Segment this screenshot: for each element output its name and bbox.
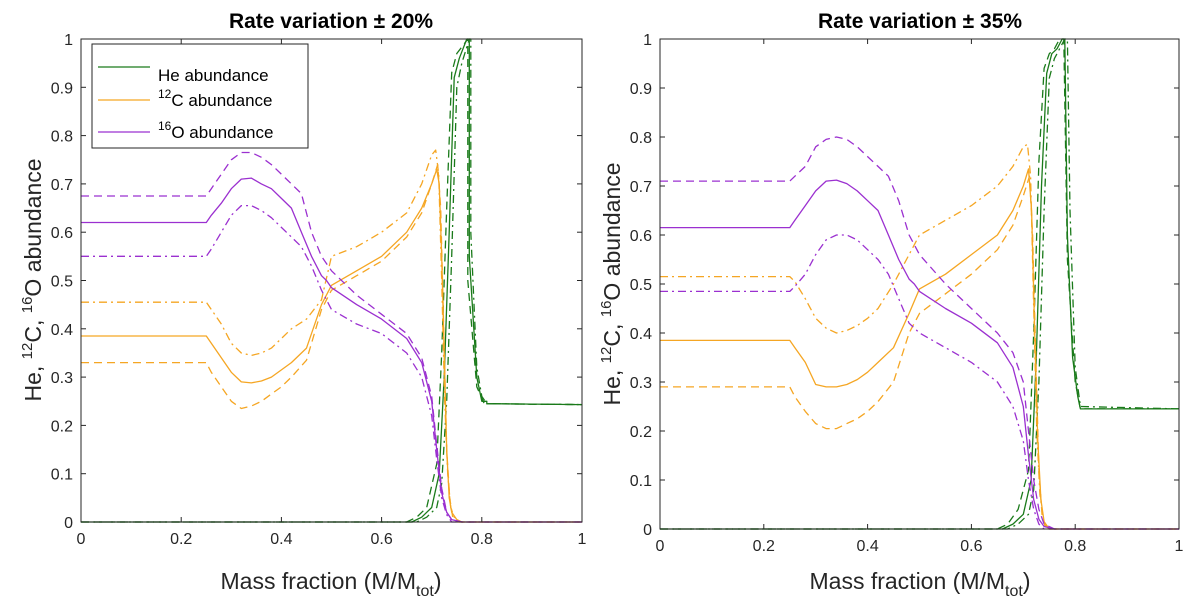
x-axis-label-base: Mass fraction (M/M [221, 568, 417, 594]
y-tick-label: 0.9 [51, 80, 73, 97]
chart-title: Rate variation ± 35% [818, 10, 1022, 33]
legend-label-c12: 12C abundance [158, 87, 273, 110]
series-line-2 [81, 38, 583, 523]
y-tick-label: 0.3 [630, 375, 652, 392]
y-tick-label: 0.6 [51, 225, 73, 242]
x-axis-ticks: 0 0.2 0.4 0.6 0.8 1 [77, 39, 587, 548]
y-axis-label-c: C, [599, 317, 625, 346]
series-line-1 [81, 38, 583, 523]
x-axis-label-close: ) [434, 568, 442, 594]
x-tick-label: 0 [77, 531, 86, 548]
legend-label-he: He abundance [158, 66, 269, 85]
series-line-1 [660, 38, 1179, 530]
y-tick-label: 0.5 [51, 274, 73, 291]
series-line-4 [81, 163, 582, 523]
y-tick-label: 0.4 [630, 326, 652, 343]
x-axis-label-close: ) [1023, 568, 1031, 594]
legend: He abundance 12C abundance 16O abundance [91, 43, 309, 149]
x-tick-label: 0.6 [370, 531, 392, 548]
series-layer [660, 38, 1180, 530]
y-tick-label: 0.6 [630, 228, 652, 245]
x-tick-label: 0.8 [1064, 538, 1086, 555]
y-tick-label: 0 [643, 522, 652, 539]
y-axis-ticks: 0 0.1 0.2 0.3 0.4 0.5 0.6 0.7 0.8 0.9 1 [630, 32, 1179, 539]
y-axis-label-he: He, [599, 363, 625, 405]
series-line-7 [81, 151, 582, 523]
y-tick-label: 0.8 [51, 129, 73, 146]
x-tick-label: 1 [578, 531, 587, 548]
x-axis-label: Mass fraction (M/Mtot) [810, 568, 1031, 600]
y-tick-label: 0.5 [630, 277, 652, 294]
x-axis-ticks: 0 0.2 0.4 0.6 0.8 1 [656, 39, 1184, 555]
x-tick-label: 0 [656, 538, 665, 555]
series-line-5 [660, 143, 1179, 530]
y-tick-label: 1 [643, 32, 652, 49]
y-tick-label: 0 [64, 515, 73, 532]
series-line-5 [81, 149, 582, 523]
y-axis-ticks: 0 0.1 0.2 0.3 0.4 0.5 0.6 0.7 0.8 0.9 1 [51, 32, 582, 532]
y-tick-label: 0.4 [51, 322, 73, 339]
y-axis-label-o: O abundance [20, 158, 46, 296]
series-line-3 [81, 168, 582, 523]
y-axis-label-sup-12: 12 [598, 347, 615, 364]
x-axis-label: Mass fraction (M/Mtot) [221, 568, 442, 600]
chart-title: Rate variation ± 20% [229, 10, 433, 33]
chart-panel-right: Rate variation ± 35% 0 0.2 0.4 0.6 0.8 1 0 0.1… [598, 10, 1184, 600]
x-tick-label: 0.2 [753, 538, 775, 555]
series-line-4 [660, 175, 1179, 530]
x-axis-label-sub: tot [416, 583, 434, 600]
y-axis-label-sup-16: 16 [598, 301, 615, 318]
y-axis-label-o: O abundance [599, 162, 625, 300]
x-tick-label: 1 [1175, 538, 1184, 555]
x-tick-label: 0.4 [856, 538, 878, 555]
x-tick-label: 0.8 [471, 531, 493, 548]
series-layer [81, 38, 583, 523]
series-line-8 [660, 234, 1179, 530]
y-axis-label-sup-16: 16 [19, 297, 36, 314]
series-line-8 [81, 204, 582, 523]
y-tick-label: 0.7 [630, 179, 652, 196]
y-tick-label: 0.2 [51, 418, 73, 435]
x-axis-label-sub: tot [1005, 583, 1023, 600]
y-tick-label: 0.1 [51, 467, 73, 484]
y-axis-label-he: He, [20, 359, 46, 401]
y-tick-label: 0.1 [630, 473, 652, 490]
y-axis-label-sup-12: 12 [19, 343, 36, 360]
y-axis-label-c: C, [20, 313, 46, 342]
x-tick-label: 0.4 [270, 531, 292, 548]
y-tick-label: 0.2 [630, 424, 652, 441]
series-line-6 [660, 179, 1179, 530]
legend-box [91, 43, 309, 149]
y-tick-label: 0.3 [51, 370, 73, 387]
series-line-2 [660, 38, 1180, 530]
x-tick-label: 0.2 [170, 531, 192, 548]
x-axis-label-base: Mass fraction (M/M [810, 568, 1006, 594]
y-tick-label: 0.8 [630, 130, 652, 147]
legend-label-o16: 16O abundance [158, 119, 273, 142]
y-tick-label: 1 [64, 32, 73, 49]
y-axis-label: He, 12C, 16O abundance [19, 158, 46, 401]
y-tick-label: 0.7 [51, 177, 73, 194]
y-axis-label: He, 12C, 16O abundance [598, 162, 625, 405]
x-tick-label: 0.6 [960, 538, 982, 555]
y-tick-label: 0.9 [630, 81, 652, 98]
series-line-7 [660, 136, 1179, 530]
series-line-0 [660, 38, 1179, 530]
